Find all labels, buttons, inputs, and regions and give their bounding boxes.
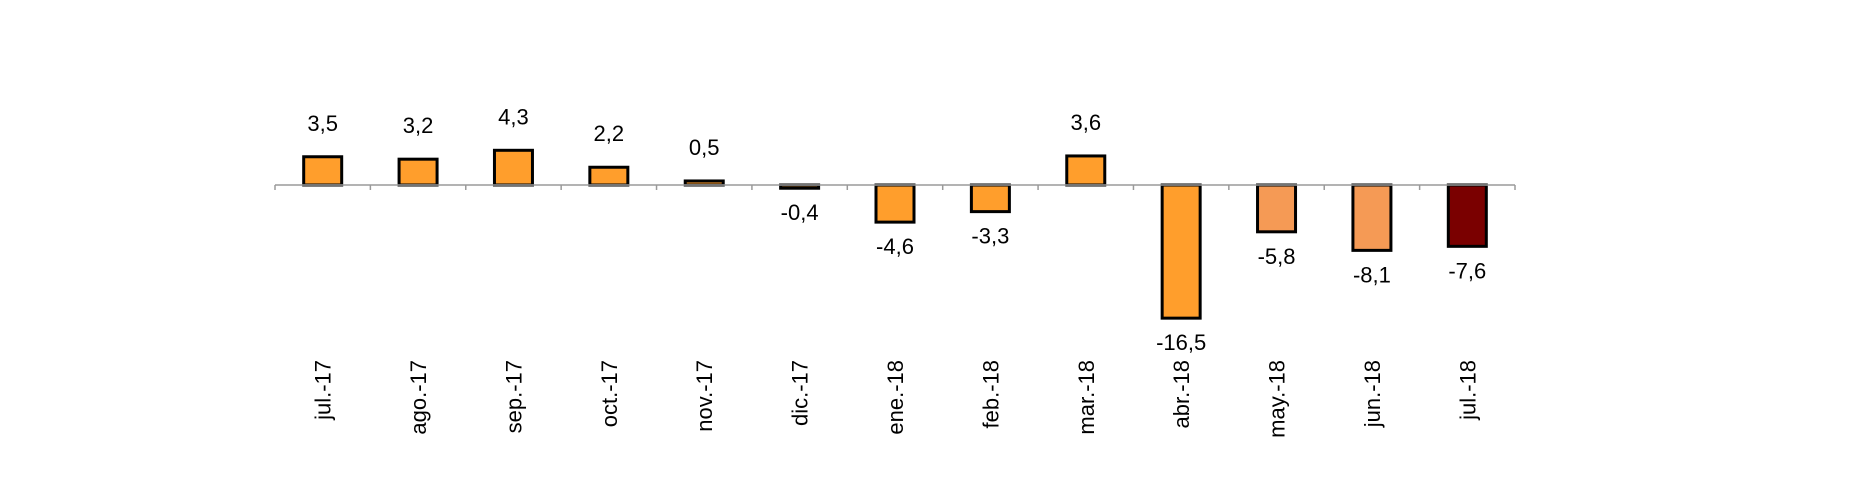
category-label: sep.-17	[501, 360, 526, 433]
value-label: 0,5	[689, 135, 720, 160]
value-label: -7,6	[1448, 258, 1486, 283]
bar-mar.-18	[1065, 154, 1107, 187]
value-label: 2,2	[594, 121, 625, 146]
value-label: -5,8	[1258, 244, 1296, 269]
value-label: 3,2	[403, 113, 434, 138]
category-label: ago.-17	[406, 360, 431, 435]
category-label: jun.-18	[1360, 360, 1385, 428]
value-label: -8,1	[1353, 262, 1391, 287]
bars-group	[302, 148, 1488, 320]
value-label: 4,3	[498, 104, 529, 129]
value-label: 3,5	[307, 111, 338, 136]
value-label: -0,4	[781, 200, 819, 225]
x-axis	[274, 184, 1516, 190]
category-label: feb.-18	[978, 360, 1003, 429]
category-label: dic.-17	[788, 360, 813, 426]
category-label: oct.-17	[597, 360, 622, 427]
category-label: abr.-18	[1169, 360, 1194, 429]
category-label: jul.-17	[311, 360, 336, 421]
bar-may.-18	[1256, 183, 1298, 234]
bar-jun.-18	[1351, 183, 1393, 252]
value-label: 3,6	[1070, 110, 1101, 135]
bar-sep.-17	[492, 148, 534, 187]
category-label: ene.-18	[883, 360, 908, 435]
value-label: -4,6	[876, 234, 914, 259]
bar-abr.-18	[1160, 183, 1202, 320]
category-label: jul.-18	[1455, 360, 1480, 421]
bar-jul.-18	[1446, 183, 1488, 248]
bar-ago.-17	[397, 157, 439, 187]
category-label: mar.-18	[1074, 360, 1099, 435]
category-label: nov.-17	[692, 360, 717, 432]
value-labels-group: 3,5 3,2 4,3 2,2 0,5 -0,4 -4,6 -3,3 3,6 -16,5 -5,8 -…	[307, 104, 1486, 355]
bar-feb.-18	[969, 183, 1011, 214]
category-label: may.-18	[1265, 360, 1290, 438]
value-label: -3,3	[971, 224, 1009, 249]
bar-ene.-18	[874, 183, 916, 224]
bar-oct.-17	[588, 165, 630, 187]
value-label: -16,5	[1156, 330, 1206, 355]
bar-jul.-17	[302, 155, 344, 187]
category-labels-group: jul.-17 ago.-17 sep.-17 oct.-17 nov.-17 dic.-…	[311, 360, 1481, 438]
